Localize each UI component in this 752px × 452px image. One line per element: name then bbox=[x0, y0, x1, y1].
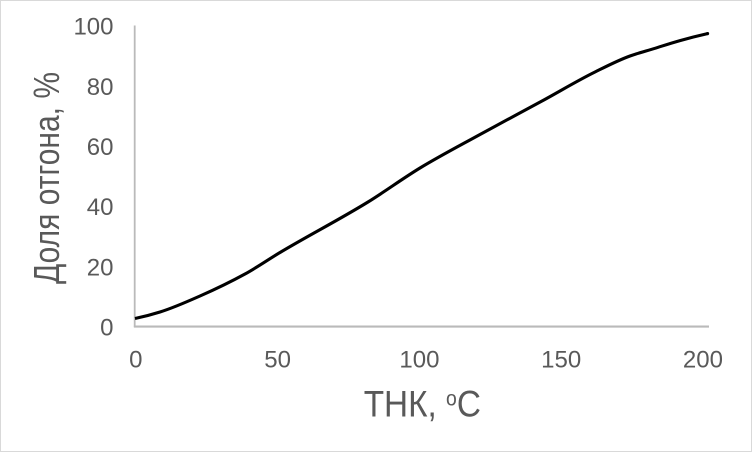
svg-text:Доля отгона, %: Доля отгона, % bbox=[27, 72, 67, 284]
svg-text:20: 20 bbox=[87, 254, 114, 281]
svg-text:200: 200 bbox=[683, 347, 723, 374]
svg-text:150: 150 bbox=[541, 347, 581, 374]
svg-text:50: 50 bbox=[264, 347, 291, 374]
svg-text:40: 40 bbox=[87, 194, 114, 221]
svg-text:ТНК, оС: ТНК, оС bbox=[364, 384, 481, 425]
svg-text:60: 60 bbox=[87, 134, 114, 161]
svg-text:0: 0 bbox=[129, 347, 142, 374]
svg-text:100: 100 bbox=[73, 14, 113, 41]
svg-text:80: 80 bbox=[87, 74, 114, 101]
svg-text:0: 0 bbox=[100, 315, 113, 342]
svg-text:100: 100 bbox=[399, 347, 439, 374]
